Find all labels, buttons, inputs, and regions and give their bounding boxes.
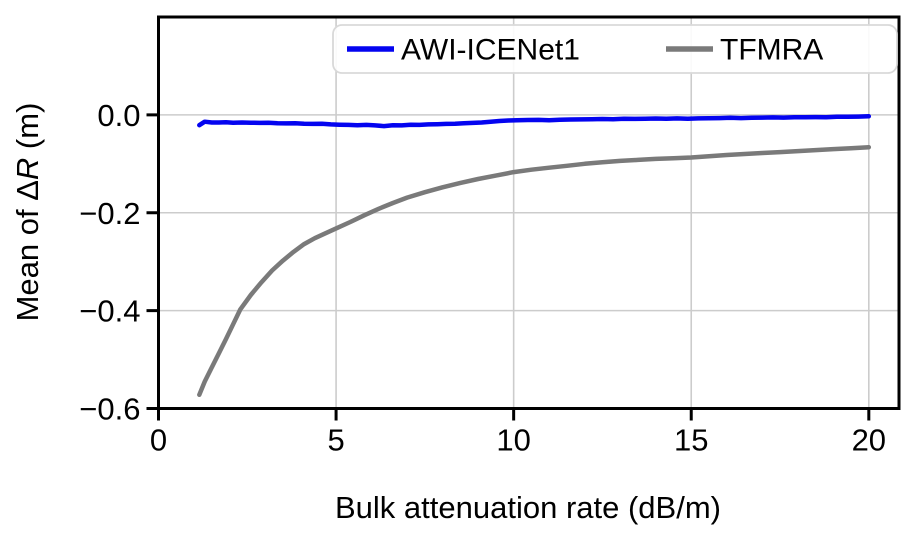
series-line-tfmra [197, 144, 872, 398]
y-tick-label: 0.0 [97, 98, 140, 133]
legend-box [332, 24, 898, 74]
x-tick-label: 15 [674, 423, 708, 458]
y-tick-label: −0.6 [79, 392, 140, 427]
y-tick-label: −0.4 [79, 294, 140, 329]
grid-layer [158, 17, 899, 409]
x-axis-label: Bulk attenuation rate (dB/m) [335, 490, 721, 525]
series-layer [197, 114, 872, 398]
tick-label-layer: 0 5 10 15 20 0.0 −0.2 −0.4 −0.6 [79, 98, 886, 458]
y-tick-label: −0.2 [79, 196, 140, 231]
x-tick-label: 0 [150, 423, 167, 458]
legend-label-tfmra: TFMRA [720, 34, 823, 67]
x-tick-label: 5 [327, 423, 344, 458]
x-tick-label: 20 [852, 423, 886, 458]
x-tick-label: 10 [496, 423, 530, 458]
series-line-awi-icenet1 [197, 114, 872, 129]
legend: AWI-ICENet1 TFMRA [332, 24, 898, 74]
tick-layer [146, 113, 871, 421]
legend-label-awi-icenet1: AWI-ICENet1 [401, 34, 580, 67]
y-axis-label: Mean of ΔR (m) [10, 103, 45, 322]
